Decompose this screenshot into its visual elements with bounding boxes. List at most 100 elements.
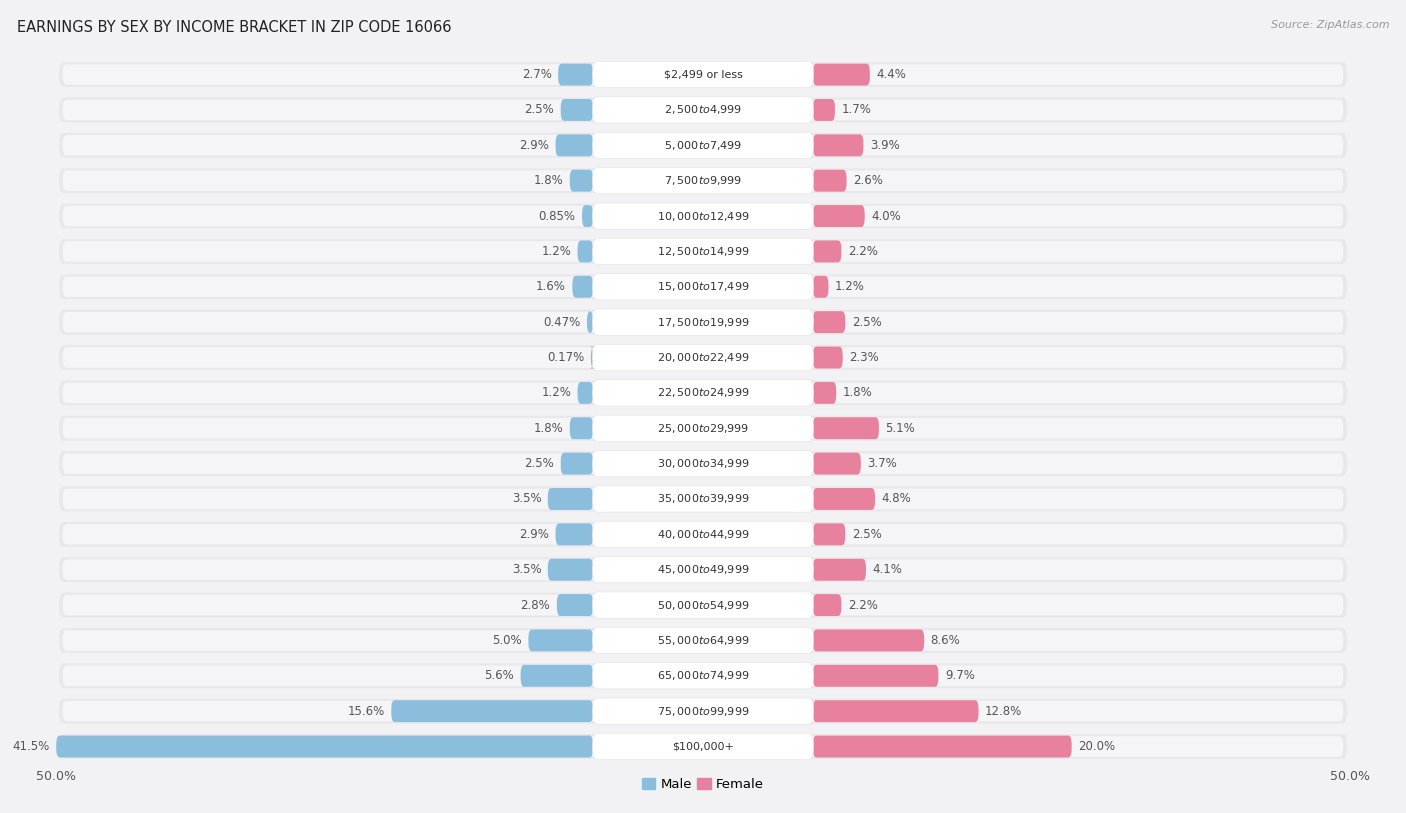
FancyBboxPatch shape: [59, 98, 1347, 122]
FancyBboxPatch shape: [59, 204, 1347, 228]
FancyBboxPatch shape: [56, 736, 593, 758]
Text: $12,500 to $14,999: $12,500 to $14,999: [657, 245, 749, 258]
FancyBboxPatch shape: [813, 559, 866, 580]
Legend: Male, Female: Male, Female: [637, 773, 769, 797]
Text: 2.5%: 2.5%: [852, 315, 882, 328]
FancyBboxPatch shape: [813, 134, 863, 156]
FancyBboxPatch shape: [592, 733, 814, 759]
FancyBboxPatch shape: [813, 594, 841, 616]
FancyBboxPatch shape: [63, 312, 1343, 333]
FancyBboxPatch shape: [592, 345, 814, 371]
FancyBboxPatch shape: [391, 700, 593, 722]
Text: 3.9%: 3.9%: [870, 139, 900, 152]
FancyBboxPatch shape: [59, 663, 1347, 688]
Text: 9.7%: 9.7%: [945, 669, 974, 682]
Text: $55,000 to $64,999: $55,000 to $64,999: [657, 634, 749, 647]
FancyBboxPatch shape: [813, 382, 837, 404]
FancyBboxPatch shape: [63, 418, 1343, 438]
FancyBboxPatch shape: [63, 630, 1343, 650]
Text: $25,000 to $29,999: $25,000 to $29,999: [657, 422, 749, 435]
FancyBboxPatch shape: [558, 63, 593, 85]
Text: 5.1%: 5.1%: [886, 422, 915, 435]
FancyBboxPatch shape: [813, 99, 835, 121]
FancyBboxPatch shape: [813, 63, 870, 85]
FancyBboxPatch shape: [63, 206, 1343, 226]
FancyBboxPatch shape: [59, 734, 1347, 759]
FancyBboxPatch shape: [592, 557, 814, 583]
FancyBboxPatch shape: [813, 346, 842, 368]
FancyBboxPatch shape: [59, 522, 1347, 546]
Text: 1.7%: 1.7%: [841, 103, 872, 116]
FancyBboxPatch shape: [59, 275, 1347, 299]
FancyBboxPatch shape: [59, 63, 1347, 87]
Text: 4.1%: 4.1%: [873, 563, 903, 576]
FancyBboxPatch shape: [63, 737, 1343, 757]
FancyBboxPatch shape: [555, 134, 593, 156]
FancyBboxPatch shape: [63, 171, 1343, 191]
FancyBboxPatch shape: [582, 205, 593, 227]
FancyBboxPatch shape: [592, 62, 814, 88]
FancyBboxPatch shape: [578, 382, 593, 404]
FancyBboxPatch shape: [59, 133, 1347, 158]
Text: 1.8%: 1.8%: [533, 422, 564, 435]
FancyBboxPatch shape: [561, 453, 593, 475]
Text: EARNINGS BY SEX BY INCOME BRACKET IN ZIP CODE 16066: EARNINGS BY SEX BY INCOME BRACKET IN ZIP…: [17, 20, 451, 35]
Text: $75,000 to $99,999: $75,000 to $99,999: [657, 705, 749, 718]
FancyBboxPatch shape: [813, 311, 845, 333]
Text: 4.4%: 4.4%: [876, 68, 907, 81]
Text: $2,500 to $4,999: $2,500 to $4,999: [664, 103, 742, 116]
Text: 2.9%: 2.9%: [519, 139, 550, 152]
FancyBboxPatch shape: [592, 486, 814, 512]
Text: $2,499 or less: $2,499 or less: [664, 70, 742, 80]
Text: $20,000 to $22,499: $20,000 to $22,499: [657, 351, 749, 364]
FancyBboxPatch shape: [63, 276, 1343, 297]
FancyBboxPatch shape: [59, 558, 1347, 582]
FancyBboxPatch shape: [63, 135, 1343, 155]
Text: 12.8%: 12.8%: [986, 705, 1022, 718]
FancyBboxPatch shape: [813, 700, 979, 722]
FancyBboxPatch shape: [59, 346, 1347, 370]
Text: $7,500 to $9,999: $7,500 to $9,999: [664, 174, 742, 187]
FancyBboxPatch shape: [813, 276, 828, 298]
FancyBboxPatch shape: [59, 628, 1347, 653]
FancyBboxPatch shape: [63, 454, 1343, 474]
Text: 1.2%: 1.2%: [541, 245, 571, 258]
Text: $100,000+: $100,000+: [672, 741, 734, 751]
FancyBboxPatch shape: [813, 736, 1071, 758]
FancyBboxPatch shape: [63, 241, 1343, 262]
FancyBboxPatch shape: [592, 521, 814, 547]
Text: $35,000 to $39,999: $35,000 to $39,999: [657, 493, 749, 506]
Text: 2.7%: 2.7%: [522, 68, 551, 81]
Text: $17,500 to $19,999: $17,500 to $19,999: [657, 315, 749, 328]
FancyBboxPatch shape: [813, 417, 879, 439]
FancyBboxPatch shape: [557, 594, 593, 616]
FancyBboxPatch shape: [63, 524, 1343, 545]
Text: 2.9%: 2.9%: [519, 528, 550, 541]
FancyBboxPatch shape: [529, 629, 593, 651]
Text: 2.2%: 2.2%: [848, 598, 877, 611]
Text: 4.0%: 4.0%: [872, 210, 901, 223]
FancyBboxPatch shape: [548, 559, 593, 580]
FancyBboxPatch shape: [592, 380, 814, 406]
Text: 3.7%: 3.7%: [868, 457, 897, 470]
Text: $65,000 to $74,999: $65,000 to $74,999: [657, 669, 749, 682]
FancyBboxPatch shape: [813, 453, 860, 475]
FancyBboxPatch shape: [59, 310, 1347, 334]
Text: 3.5%: 3.5%: [512, 563, 541, 576]
FancyBboxPatch shape: [63, 383, 1343, 403]
FancyBboxPatch shape: [592, 203, 814, 229]
FancyBboxPatch shape: [548, 488, 593, 510]
Text: 2.3%: 2.3%: [849, 351, 879, 364]
Text: 2.5%: 2.5%: [524, 457, 554, 470]
FancyBboxPatch shape: [572, 276, 593, 298]
Text: $5,000 to $7,499: $5,000 to $7,499: [664, 139, 742, 152]
FancyBboxPatch shape: [592, 450, 814, 476]
Text: 1.8%: 1.8%: [842, 386, 873, 399]
Text: 2.6%: 2.6%: [853, 174, 883, 187]
Text: 2.5%: 2.5%: [852, 528, 882, 541]
FancyBboxPatch shape: [813, 524, 845, 546]
FancyBboxPatch shape: [592, 133, 814, 159]
Text: Source: ZipAtlas.com: Source: ZipAtlas.com: [1271, 20, 1389, 30]
Text: 1.8%: 1.8%: [533, 174, 564, 187]
Text: 2.5%: 2.5%: [524, 103, 554, 116]
